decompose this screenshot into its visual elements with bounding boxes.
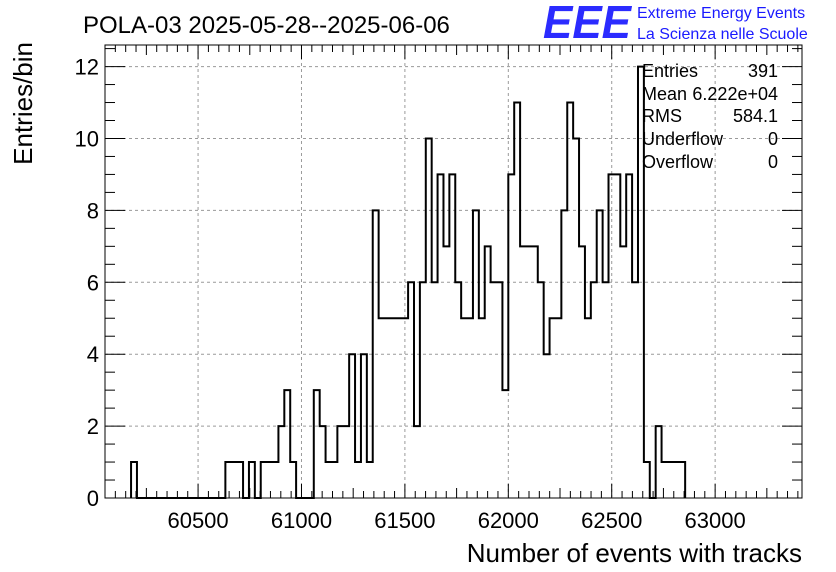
histogram-bin [667, 462, 673, 498]
histogram-bin [231, 462, 237, 498]
histogram-bin [603, 282, 609, 498]
y-axis-label: Entries/bin [8, 42, 38, 165]
y-tick-label: 0 [87, 486, 99, 511]
histogram-bin [367, 462, 373, 498]
y-tick-label: 2 [87, 414, 99, 439]
histogram-bin [343, 426, 349, 498]
histogram-bin [379, 318, 385, 498]
histogram-bin [526, 246, 532, 498]
histogram-bin [532, 246, 538, 498]
histogram-bin [520, 246, 526, 498]
histogram-bin [502, 390, 508, 498]
histogram-bin [555, 318, 561, 498]
histogram-bin [620, 246, 626, 498]
histogram-bin [326, 462, 332, 498]
histogram-bin [273, 462, 279, 498]
histogram-bin [632, 282, 638, 498]
histogram-bin [662, 462, 668, 498]
stats-entries-value: 391 [748, 61, 778, 81]
axis-ticks [104, 45, 802, 499]
stats-rms-value: 584.1 [733, 106, 778, 126]
logo-line-1: Extreme Energy Events [637, 5, 805, 22]
stats-overflow-value: 0 [768, 152, 778, 172]
histogram-bin [443, 246, 449, 498]
stats-rms-label: RMS [642, 106, 682, 126]
stats-underflow-label: Underflow [642, 129, 724, 149]
x-tick-label: 62000 [478, 508, 539, 533]
histogram-bin [491, 282, 497, 498]
histogram-bin [432, 282, 438, 498]
y-tick-label: 4 [87, 342, 99, 367]
stats-mean-label: Mean [642, 84, 687, 104]
x-axis-label: Number of events with tracks [467, 538, 802, 568]
stats-overflow-label: Overflow [642, 152, 714, 172]
logo-mark: EEE [543, 0, 632, 48]
tick-labels: 60500 61000 61500 62000 62500 63000 0 2 4 6 8 10 12 [75, 55, 746, 533]
histogram-bin [355, 462, 361, 498]
histogram-bin [396, 318, 402, 498]
histogram-bin [414, 426, 420, 498]
stats-underflow-value: 0 [768, 129, 778, 149]
logo-line-2: La Scienza nelle Scuole [637, 26, 808, 43]
stats-mean-value: 6.222e+04 [692, 84, 778, 104]
y-tick-label: 6 [87, 270, 99, 295]
plot-frame [104, 44, 803, 499]
x-tick-label: 60500 [167, 508, 228, 533]
x-tick-label: 63000 [685, 508, 746, 533]
y-tick-label: 8 [87, 198, 99, 223]
histogram-bin [467, 318, 473, 498]
histogram-bin [585, 318, 591, 498]
stats-entries-label: Entries [642, 61, 698, 81]
chart-title: POLA-03 2025-05-28--2025-06-06 [83, 12, 450, 39]
x-tick-label: 62500 [581, 508, 642, 533]
stats-box: Entries 391 Mean 6.222e+04 RMS 584.1 Und… [642, 61, 778, 172]
histogram-outline [130, 65, 687, 499]
y-tick-label: 12 [75, 55, 99, 80]
histogram-bin [267, 462, 273, 498]
y-tick-label: 10 [75, 126, 99, 151]
histogram-bin [461, 318, 467, 498]
x-tick-label: 61000 [271, 508, 332, 533]
histogram-bin [390, 318, 396, 498]
histogram-bin [385, 318, 391, 498]
grid-lines [105, 45, 802, 498]
x-tick-label: 61500 [374, 508, 435, 533]
eee-logo: EEE Extreme Energy Events La Scienza nel… [543, 0, 808, 48]
histogram-bin [479, 318, 485, 498]
